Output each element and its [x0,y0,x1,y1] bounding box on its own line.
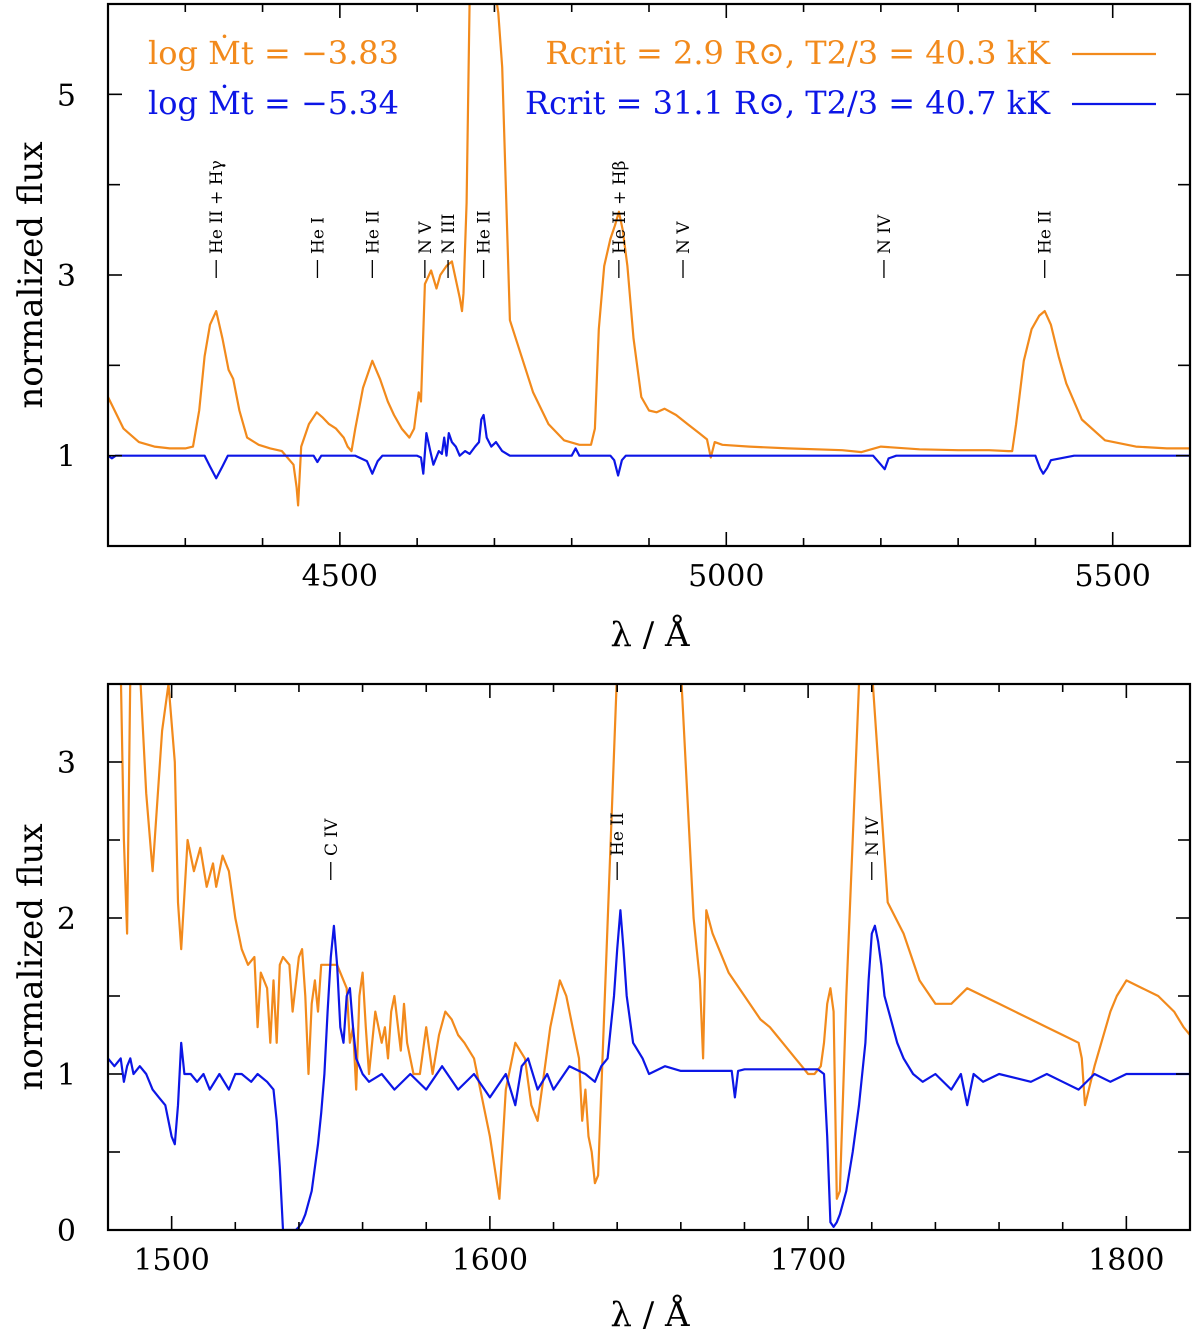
top-line-id-label: He II [475,210,495,254]
bottom-line-id: He II [608,812,628,880]
top-ticks: 4500 5000 5500 1 3 5 [57,3,1191,594]
bottom-series-blue [108,909,1190,1230]
top-y-tick-label: 1 [57,440,76,475]
top-y-tick-label: 3 [57,259,76,294]
bottom-ticks: 1500 1600 1700 1800 0 1 2 3 [57,683,1191,1278]
legend-orange-mdot: log Ṁt = −3.83 [148,34,399,72]
bottom-line-id-label: N IV [863,816,883,856]
top-line-id-label: He II + Hβ [610,161,630,254]
top-series-orange [108,4,1190,507]
bottom-x-tick-label: 1700 [770,1243,846,1278]
top-line-id: He II + Hβ [610,161,630,278]
top-line-id: He I [308,217,328,278]
bottom-y-tick-label: 3 [57,746,76,781]
top-y-axis-label: normalized flux [11,141,51,408]
top-line-id-label: N V [416,221,436,254]
bottom-panel: C IV He II N IV 1500 1600 1700 1800 0 1 2 3 norma… [11,682,1192,1335]
top-x-tick-label: 5000 [688,559,764,594]
top-line-id-label: He II [1036,210,1056,254]
top-line-id: He II [363,210,383,278]
bottom-plot-frame [106,682,1192,1232]
top-line-id: He II + Hγ [207,160,227,278]
top-x-tick-label: 5500 [1075,559,1151,594]
legend-blue-mdot: log Ṁt = −5.34 [148,84,399,122]
top-line-id-label: He I [308,217,328,254]
legend-blue-params: Rcrit = 31.1 R⊙, T2/3 = 40.7 kK [525,84,1051,122]
bottom-line-id: C IV [322,818,342,880]
bottom-y-axis-label: normalized flux [11,823,51,1090]
bottom-x-tick-label: 1800 [1088,1243,1164,1278]
top-legend: log Ṁt = −3.83 Rcrit = 2.9 R⊙, T2/3 = 40… [148,34,1156,122]
bottom-y-tick-label: 2 [57,902,76,937]
top-line-id-label: N V [674,221,694,254]
top-line-id-label: He II [363,210,383,254]
bottom-line-id-label: He II [608,812,628,856]
top-y-tick-label: 5 [57,78,76,113]
top-x-tick-label: 4500 [302,559,378,594]
legend-orange-params: Rcrit = 2.9 R⊙, T2/3 = 40.3 kK [545,34,1051,72]
bottom-line-id-label: C IV [322,818,342,856]
top-series-blue [108,413,1190,480]
bottom-x-axis-label: λ / Å [610,1294,690,1335]
top-line-id: He II [475,210,495,278]
top-line-id: He II [1036,210,1056,278]
top-line-id-label: N IV [875,214,895,254]
bottom-y-tick-label: 0 [57,1214,76,1249]
bottom-y-tick-label: 1 [57,1058,76,1093]
top-x-axis-label: λ / Å [610,614,690,655]
top-line-id: N III [439,214,459,278]
top-line-id: N V [416,221,436,278]
bottom-x-tick-label: 1500 [133,1243,209,1278]
top-line-id: N V [674,221,694,278]
bottom-series-group [108,684,1190,1230]
bottom-plot-area: C IV He II N IV [108,684,1190,1230]
bottom-line-id: N IV [863,816,883,880]
top-line-id-label: He II + Hγ [207,160,227,254]
top-line-id: N IV [875,214,895,278]
bottom-x-tick-label: 1600 [452,1243,528,1278]
bottom-series-orange [119,684,1190,1200]
top-line-id-label: N III [439,214,459,254]
top-series-group [108,4,1190,507]
